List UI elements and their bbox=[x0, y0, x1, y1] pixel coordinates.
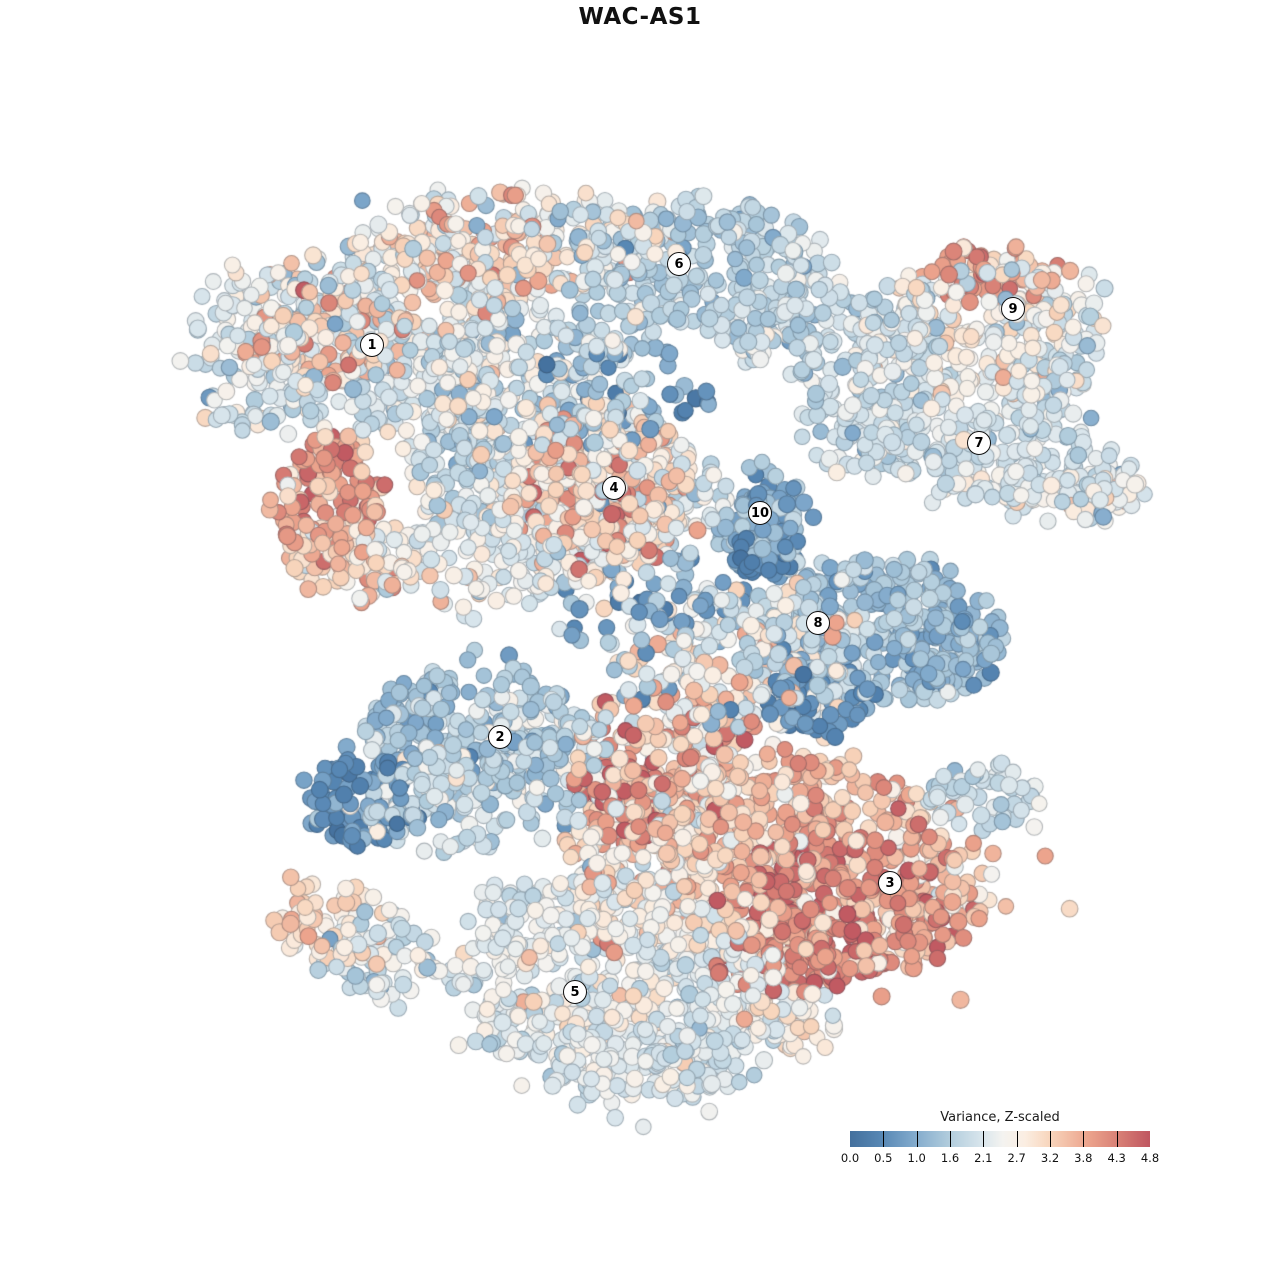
scatter-plot-canvas bbox=[0, 0, 1280, 1280]
